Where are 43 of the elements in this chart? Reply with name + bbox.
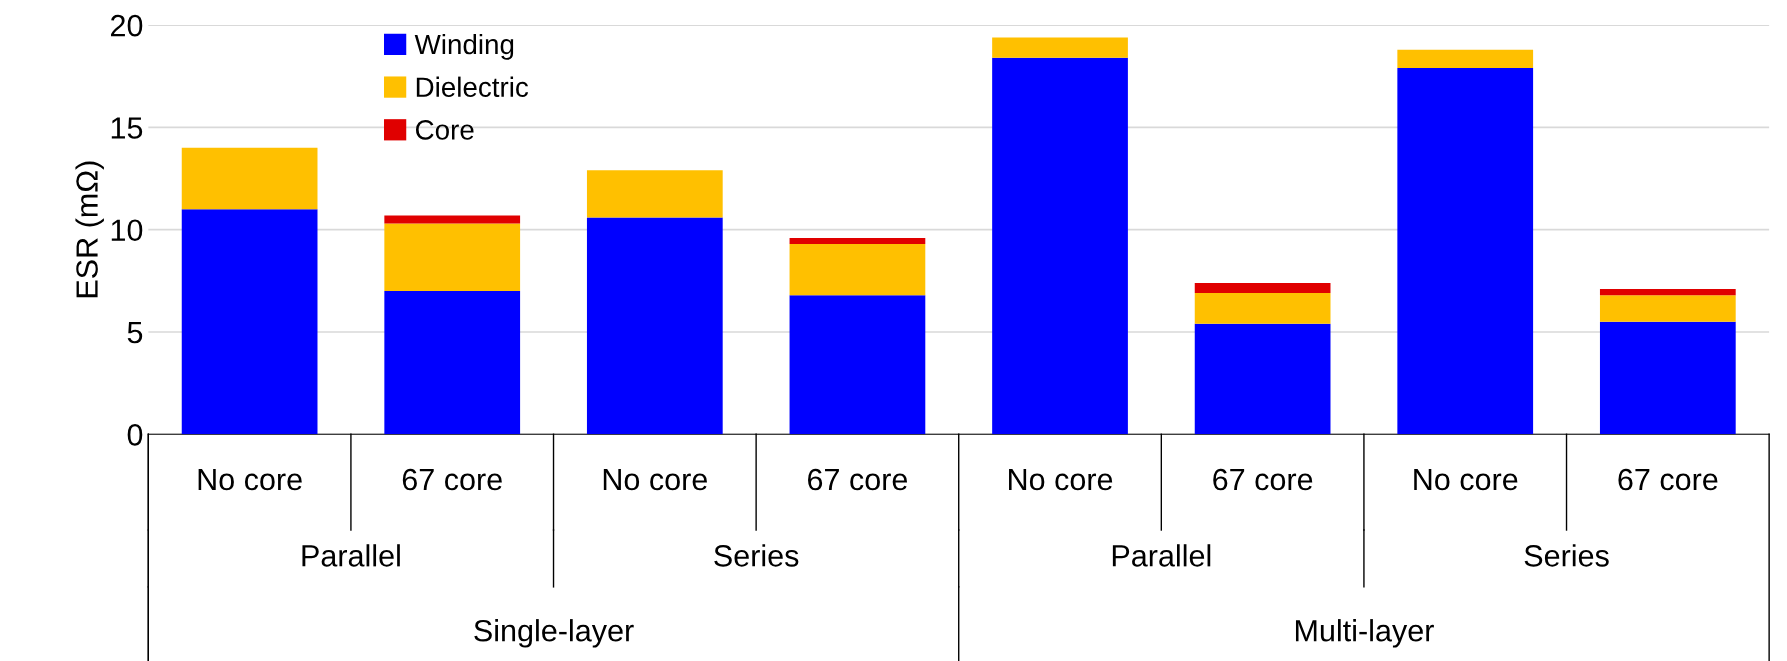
- x-tick-label: 67 core: [808, 468, 908, 491]
- bar: [1599, 289, 1736, 296]
- y-tick-label: 0: [127, 424, 143, 446]
- legend-label: Core: [415, 120, 474, 140]
- bar: [789, 237, 926, 245]
- bar: [1397, 68, 1534, 435]
- bar: [181, 147, 318, 210]
- legend-label: Dielectric: [416, 76, 529, 98]
- bar: [586, 170, 723, 218]
- bar: [384, 291, 521, 435]
- text: Multi-layer: [1295, 619, 1434, 648]
- bar: [1599, 295, 1736, 322]
- text: Series: [1524, 544, 1609, 567]
- y-axis-title: ESR (mΩ): [75, 161, 104, 298]
- bar: [1599, 321, 1736, 435]
- bar: [586, 217, 723, 435]
- bar: [789, 295, 926, 435]
- bar: [1194, 323, 1331, 435]
- x-tick-label: No core: [198, 469, 302, 491]
- bar: [789, 244, 926, 296]
- bar: [181, 209, 318, 435]
- bar: [1194, 282, 1331, 294]
- text: Single-layer: [474, 619, 634, 648]
- x-tick-label: No core: [603, 469, 707, 491]
- y-tick-label: 10: [111, 219, 143, 242]
- y-tick-label: 15: [111, 117, 143, 139]
- bar: [384, 215, 521, 224]
- x-tick-label: No core: [1414, 469, 1518, 491]
- bar: [384, 223, 521, 292]
- bar: [1397, 49, 1534, 69]
- x-tick-label: 67 core: [1618, 468, 1718, 491]
- y-tick-label: 5: [127, 322, 143, 344]
- text: Parallel: [1112, 544, 1211, 567]
- text: Series: [714, 544, 799, 567]
- bar: [1194, 293, 1331, 324]
- y-tick-label: 20: [111, 14, 143, 37]
- bar: [992, 37, 1128, 58]
- x-tick-label: No core: [1009, 469, 1113, 491]
- bar: [992, 57, 1128, 435]
- legend-label: Winding: [414, 33, 514, 60]
- x-tick-label: 67 core: [1213, 468, 1313, 491]
- text: Parallel: [302, 544, 400, 567]
- x-tick-label: 67 core: [402, 468, 502, 491]
